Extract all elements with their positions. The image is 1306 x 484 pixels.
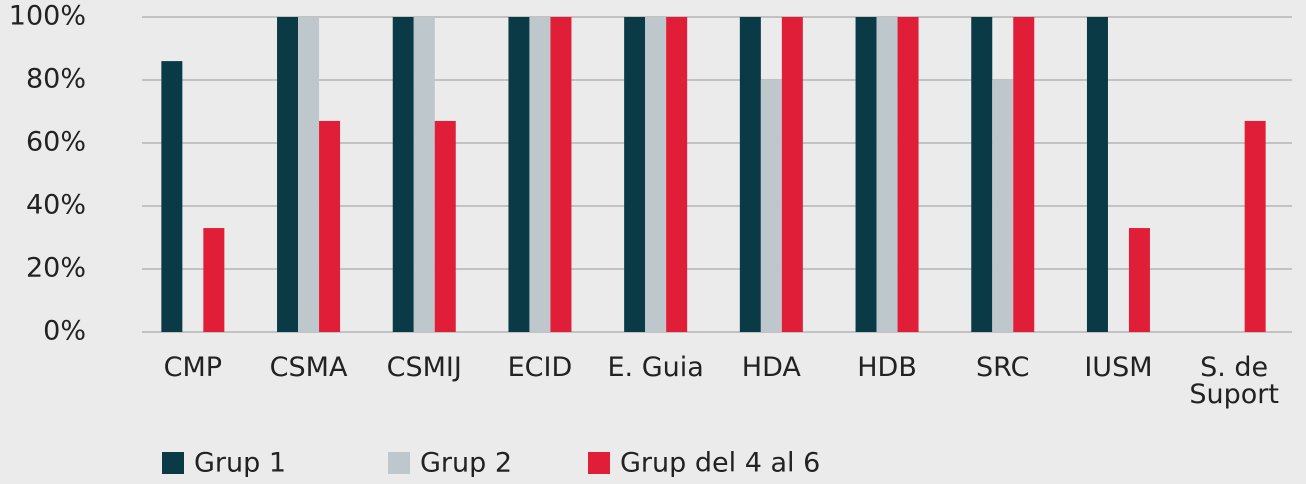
x-tick-label: HDB [857, 352, 917, 383]
legend-swatch [588, 452, 610, 474]
bar [855, 17, 877, 332]
x-tick-label: CSMIJ [386, 352, 462, 383]
bar [508, 17, 530, 332]
bar [319, 120, 341, 332]
bar [434, 120, 456, 332]
y-tick-label: 20% [26, 253, 86, 284]
bar [203, 228, 225, 332]
bar [624, 17, 646, 332]
bar [298, 17, 320, 332]
bar [876, 17, 898, 332]
bar [392, 17, 414, 332]
x-tick-label: CMP [163, 352, 223, 383]
bar [1244, 120, 1266, 332]
x-tick-label: S. de Suport [1189, 352, 1279, 410]
y-tick-label: 40% [26, 190, 86, 221]
bar [1128, 228, 1150, 332]
y-tick-label: 100% [9, 1, 86, 32]
x-tick-label: CSMA [269, 352, 348, 383]
bar [760, 80, 782, 332]
x-tick-label: E. Guia [607, 352, 704, 383]
bar [992, 80, 1014, 332]
legend-label: Grup 1 [194, 448, 286, 479]
bar [971, 17, 993, 332]
bar [277, 17, 299, 332]
legend-swatch [388, 452, 410, 474]
y-tick-label: 0% [43, 316, 86, 347]
bar [1013, 17, 1035, 332]
bar [666, 17, 688, 332]
x-tick-label: SRC [976, 352, 1030, 383]
bar [529, 17, 551, 332]
bar [739, 17, 761, 332]
bar [550, 17, 572, 332]
legend-label: Grup 2 [420, 448, 512, 479]
bar [413, 17, 435, 332]
y-tick-label: 60% [26, 127, 86, 158]
x-tick-label: HDA [741, 352, 801, 383]
y-tick-label: 80% [26, 64, 86, 95]
bar [781, 17, 803, 332]
bar [1086, 17, 1108, 332]
bar [897, 17, 919, 332]
x-tick-label: ECID [507, 352, 573, 383]
bar [645, 17, 667, 332]
legend-swatch [162, 452, 184, 474]
bar [161, 61, 183, 332]
legend-label: Grup del 4 al 6 [620, 448, 820, 479]
x-tick-label: IUSM [1084, 352, 1153, 383]
